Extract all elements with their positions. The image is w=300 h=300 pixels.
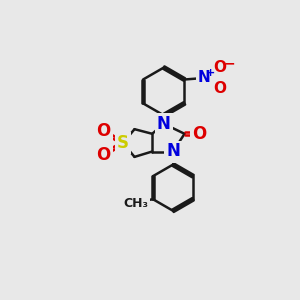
Text: O: O	[213, 60, 226, 75]
Text: O: O	[97, 146, 111, 164]
Text: −: −	[223, 56, 235, 70]
Text: N: N	[198, 70, 211, 86]
Text: O: O	[192, 125, 206, 143]
Text: CH₃: CH₃	[124, 196, 148, 210]
Text: O: O	[213, 81, 226, 96]
Text: S: S	[117, 134, 129, 152]
Text: O: O	[97, 122, 111, 140]
Text: +: +	[206, 68, 215, 78]
Text: N: N	[166, 142, 180, 160]
Text: N: N	[157, 115, 171, 133]
